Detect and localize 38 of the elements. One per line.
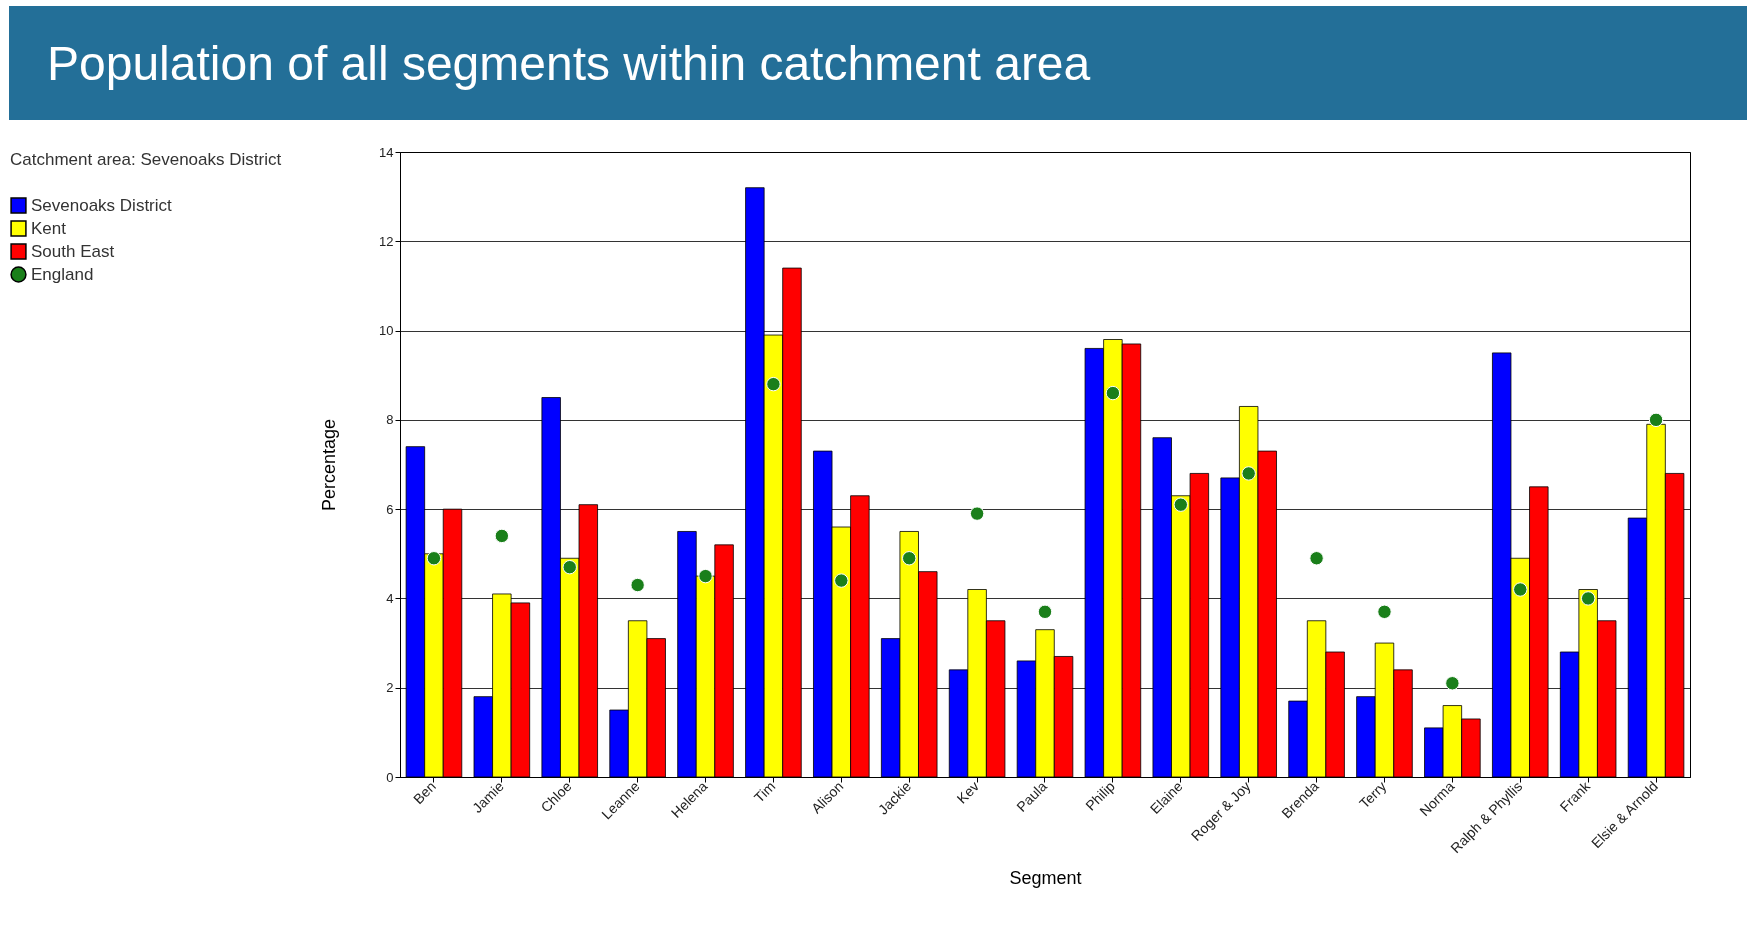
legend-label: Sevenoaks District [31,195,173,215]
point [1037,604,1053,620]
point [1513,582,1528,597]
y-tick-label: 12 [379,233,394,249]
point [834,573,849,588]
x-axis-title: Segment [1009,868,1082,889]
point [1580,591,1596,606]
y-axis-title: Percentage [319,418,340,512]
point [630,577,645,593]
x-tick-label: Kev [953,778,983,807]
point [1173,497,1188,512]
point [1309,551,1324,566]
legend-label: South East [31,241,115,261]
legend-title: Catchment area: Sevenoaks District [10,150,282,169]
point [902,551,917,566]
y-tick-label: 6 [386,501,394,517]
legend-label: Kent [31,218,67,238]
point [766,376,781,392]
y-tick-label: 2 [386,680,394,696]
point [494,528,510,544]
point [1648,412,1664,428]
point [1445,676,1460,691]
y-tick-label: 8 [386,412,394,428]
point [1377,604,1392,620]
legend-label: England [31,264,94,284]
point [698,568,713,584]
point [1105,385,1121,401]
point [562,559,577,575]
chart-title: Population of all segments within catchment area [47,35,1091,91]
y-tick-label: 14 [379,144,394,160]
x-tick-label: Tim [750,778,779,806]
point [426,551,442,566]
y-tick-label: 0 [386,769,394,785]
y-tick-label: 10 [379,323,394,339]
x-tick-label: Ben [409,778,439,808]
point [1241,466,1256,481]
y-tick-label: 4 [386,590,394,606]
point [969,506,985,521]
